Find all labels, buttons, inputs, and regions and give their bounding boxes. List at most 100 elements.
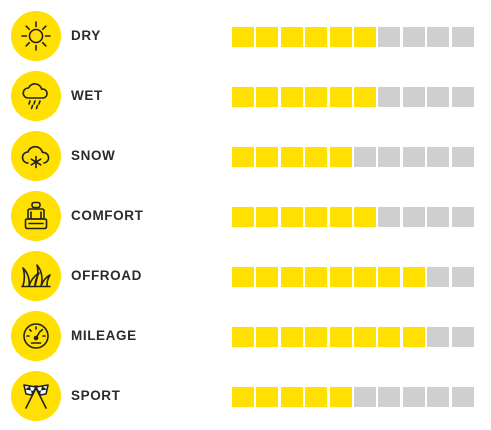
rating-segment-empty xyxy=(451,207,474,227)
rating-segment-empty xyxy=(451,27,474,47)
rating-label: OFFROAD xyxy=(71,268,142,283)
rating-segment-empty xyxy=(378,87,401,107)
rating-segment-empty xyxy=(427,27,450,47)
rating-segment-empty xyxy=(451,87,474,107)
rating-row-sport: SPORT xyxy=(0,370,491,422)
rating-segment-filled xyxy=(280,87,303,107)
speedometer-icon xyxy=(23,323,49,349)
rating-segment-filled xyxy=(256,387,279,407)
rating-segment-filled xyxy=(232,27,254,47)
rating-bar xyxy=(232,387,476,407)
rating-segment-filled xyxy=(256,27,279,47)
rating-segment-filled xyxy=(329,207,352,227)
rating-segment-empty xyxy=(402,387,425,407)
rating-segment-empty xyxy=(451,327,474,347)
rating-segment-filled xyxy=(305,267,328,287)
rating-segment-filled xyxy=(256,207,279,227)
rating-segment-filled xyxy=(329,387,352,407)
rating-segment-filled xyxy=(378,267,401,287)
rating-segment-empty xyxy=(451,147,474,167)
rain-cloud-icon xyxy=(22,83,48,110)
rating-segment-filled xyxy=(280,207,303,227)
rating-segment-empty xyxy=(451,387,474,407)
rating-segment-empty xyxy=(402,87,425,107)
rating-segment-filled xyxy=(280,267,303,287)
rating-segment-filled xyxy=(232,327,254,347)
rating-segment-empty xyxy=(427,387,450,407)
rating-segment-filled xyxy=(329,327,352,347)
rating-segment-filled xyxy=(378,327,401,347)
mileage-badge xyxy=(11,311,61,361)
rating-segment-filled xyxy=(305,207,328,227)
rating-label: SNOW xyxy=(71,148,116,163)
grass-icon xyxy=(21,264,51,288)
rating-segment-filled xyxy=(353,27,376,47)
rating-segment-filled xyxy=(329,87,352,107)
snow-cloud-icon xyxy=(21,145,50,169)
rating-row-snow: SNOW xyxy=(0,130,491,182)
rating-segment-filled xyxy=(353,327,376,347)
rating-segment-filled xyxy=(280,147,303,167)
rating-segment-empty xyxy=(378,27,401,47)
rating-segment-filled xyxy=(280,27,303,47)
rating-segment-empty xyxy=(427,87,450,107)
sun-icon xyxy=(21,21,51,51)
rating-row-mileage: MILEAGE xyxy=(0,310,491,362)
rating-segment-empty xyxy=(378,147,401,167)
rating-label: SPORT xyxy=(71,388,121,403)
rating-segment-filled xyxy=(280,327,303,347)
rating-segment-filled xyxy=(329,147,352,167)
rating-label: COMFORT xyxy=(71,208,144,223)
rating-segment-filled xyxy=(305,327,328,347)
sport-badge xyxy=(11,371,61,421)
rating-segment-filled xyxy=(232,147,254,167)
rating-segment-filled xyxy=(402,267,425,287)
offroad-badge xyxy=(11,251,61,301)
rating-label: WET xyxy=(71,88,103,103)
rating-segment-filled xyxy=(232,207,254,227)
rating-segment-filled xyxy=(329,27,352,47)
rating-segment-empty xyxy=(353,147,376,167)
rating-label: MILEAGE xyxy=(71,328,137,343)
rating-segment-filled xyxy=(329,267,352,287)
snow-badge xyxy=(11,131,61,181)
rating-segment-empty xyxy=(402,27,425,47)
rating-segment-filled xyxy=(256,147,279,167)
rating-segment-filled xyxy=(232,267,254,287)
rating-bar xyxy=(232,87,476,107)
rating-segment-empty xyxy=(353,387,376,407)
comfort-badge xyxy=(11,191,61,241)
rating-segment-empty xyxy=(402,147,425,167)
rating-row-dry: DRY xyxy=(0,10,491,62)
rating-segment-empty xyxy=(427,207,450,227)
rating-bar xyxy=(232,147,476,167)
rating-segment-filled xyxy=(256,267,279,287)
rating-segment-empty xyxy=(378,207,401,227)
dry-badge xyxy=(11,11,61,61)
checkered-flags-icon xyxy=(23,384,49,409)
rating-segment-filled xyxy=(353,267,376,287)
rating-segment-empty xyxy=(427,147,450,167)
rating-segment-filled xyxy=(353,87,376,107)
car-seat-icon xyxy=(24,201,48,230)
rating-segment-filled xyxy=(256,327,279,347)
rating-segment-filled xyxy=(280,387,303,407)
rating-bar xyxy=(232,27,476,47)
rating-segment-empty xyxy=(378,387,401,407)
rating-segment-filled xyxy=(305,147,328,167)
rating-segment-filled xyxy=(305,87,328,107)
rating-segment-filled xyxy=(402,327,425,347)
rating-row-comfort: COMFORT xyxy=(0,190,491,242)
rating-bar xyxy=(232,267,476,287)
rating-segment-filled xyxy=(232,387,254,407)
wet-badge xyxy=(11,71,61,121)
rating-segment-filled xyxy=(305,387,328,407)
rating-segment-empty xyxy=(427,327,450,347)
rating-row-offroad: OFFROAD xyxy=(0,250,491,302)
rating-segment-filled xyxy=(256,87,279,107)
rating-segment-empty xyxy=(402,207,425,227)
rating-bar xyxy=(232,327,476,347)
rating-row-wet: WET xyxy=(0,70,491,122)
rating-bar xyxy=(232,207,476,227)
